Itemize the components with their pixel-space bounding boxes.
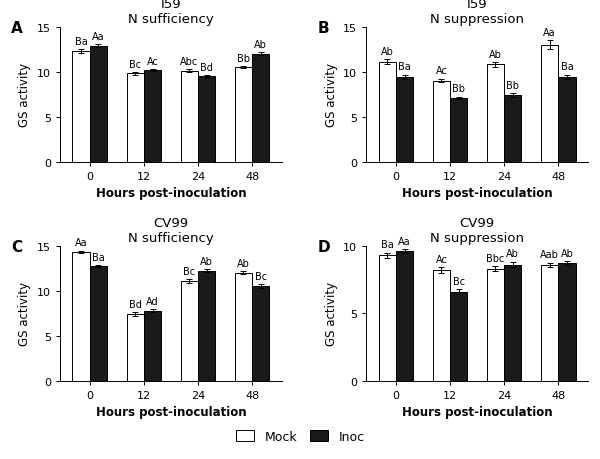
Bar — [144, 71, 161, 162]
Text: Bc: Bc — [452, 276, 465, 286]
Bar — [504, 96, 521, 162]
Bar — [379, 256, 396, 381]
Text: Ab: Ab — [381, 47, 394, 57]
Text: Aa: Aa — [75, 238, 88, 248]
Text: D: D — [317, 239, 330, 254]
Title: I59
N sufficiency: I59 N sufficiency — [128, 0, 214, 26]
Text: Bb: Bb — [506, 81, 519, 91]
Text: Bbc: Bbc — [486, 253, 505, 263]
Text: B: B — [317, 21, 329, 36]
Y-axis label: GS activity: GS activity — [19, 63, 31, 127]
Legend: Mock, Inoc: Mock, Inoc — [230, 425, 370, 448]
Bar — [181, 281, 198, 381]
Text: Ab: Ab — [200, 256, 213, 266]
Bar — [396, 252, 413, 381]
Text: Aa: Aa — [543, 28, 556, 38]
Text: Ac: Ac — [146, 56, 158, 67]
Bar — [144, 311, 161, 381]
Bar — [252, 55, 269, 162]
Bar — [558, 263, 575, 381]
X-axis label: Hours post-inoculation: Hours post-inoculation — [95, 187, 246, 200]
Bar — [433, 82, 450, 162]
Text: C: C — [11, 239, 22, 254]
Title: I59
N suppression: I59 N suppression — [430, 0, 524, 26]
Text: Ab: Ab — [506, 249, 519, 259]
X-axis label: Hours post-inoculation: Hours post-inoculation — [95, 405, 246, 419]
Bar — [504, 265, 521, 381]
Text: A: A — [11, 21, 23, 36]
Bar — [90, 267, 107, 381]
Y-axis label: GS activity: GS activity — [325, 281, 338, 346]
Bar — [90, 46, 107, 162]
Bar — [235, 68, 252, 162]
Text: Ab: Ab — [489, 50, 502, 59]
Text: Ad: Ad — [146, 297, 159, 306]
Text: Bc: Bc — [254, 271, 267, 281]
Title: CV99
N suppression: CV99 N suppression — [430, 217, 524, 245]
Text: Ac: Ac — [436, 254, 448, 264]
Bar — [487, 65, 504, 162]
Text: Bc: Bc — [183, 266, 196, 276]
Bar — [181, 72, 198, 162]
Text: Ba: Ba — [92, 252, 105, 263]
Bar — [198, 77, 215, 162]
Bar — [235, 273, 252, 381]
Bar — [541, 265, 558, 381]
Text: Bd: Bd — [200, 62, 213, 73]
X-axis label: Hours post-inoculation: Hours post-inoculation — [402, 405, 553, 419]
Text: Abc: Abc — [180, 57, 199, 67]
Bar — [252, 286, 269, 381]
Y-axis label: GS activity: GS activity — [19, 281, 31, 346]
Bar — [396, 78, 413, 162]
Bar — [198, 271, 215, 381]
Bar — [127, 74, 144, 162]
Text: Aa: Aa — [92, 32, 105, 42]
X-axis label: Hours post-inoculation: Hours post-inoculation — [402, 187, 553, 200]
Text: Ba: Ba — [381, 240, 394, 250]
Y-axis label: GS activity: GS activity — [325, 63, 338, 127]
Text: Bb: Bb — [452, 84, 465, 94]
Text: Ba: Ba — [398, 62, 411, 72]
Text: Bd: Bd — [129, 299, 142, 309]
Title: CV99
N sufficiency: CV99 N sufficiency — [128, 217, 214, 245]
Bar — [73, 52, 90, 162]
Bar — [433, 270, 450, 381]
Bar — [541, 45, 558, 162]
Text: Ab: Ab — [254, 40, 267, 50]
Bar — [450, 99, 467, 162]
Text: Ac: Ac — [436, 67, 448, 76]
Text: Bb: Bb — [237, 54, 250, 63]
Text: Bc: Bc — [129, 60, 141, 70]
Text: Aa: Aa — [398, 236, 411, 246]
Text: Aab: Aab — [540, 250, 559, 259]
Bar — [558, 78, 575, 162]
Bar — [73, 252, 90, 381]
Bar — [487, 269, 504, 381]
Bar — [379, 62, 396, 162]
Text: Ab: Ab — [237, 258, 250, 269]
Text: Ba: Ba — [560, 62, 573, 72]
Text: Ab: Ab — [560, 248, 574, 258]
Text: Ba: Ba — [75, 37, 88, 47]
Bar — [450, 292, 467, 381]
Bar — [127, 314, 144, 381]
